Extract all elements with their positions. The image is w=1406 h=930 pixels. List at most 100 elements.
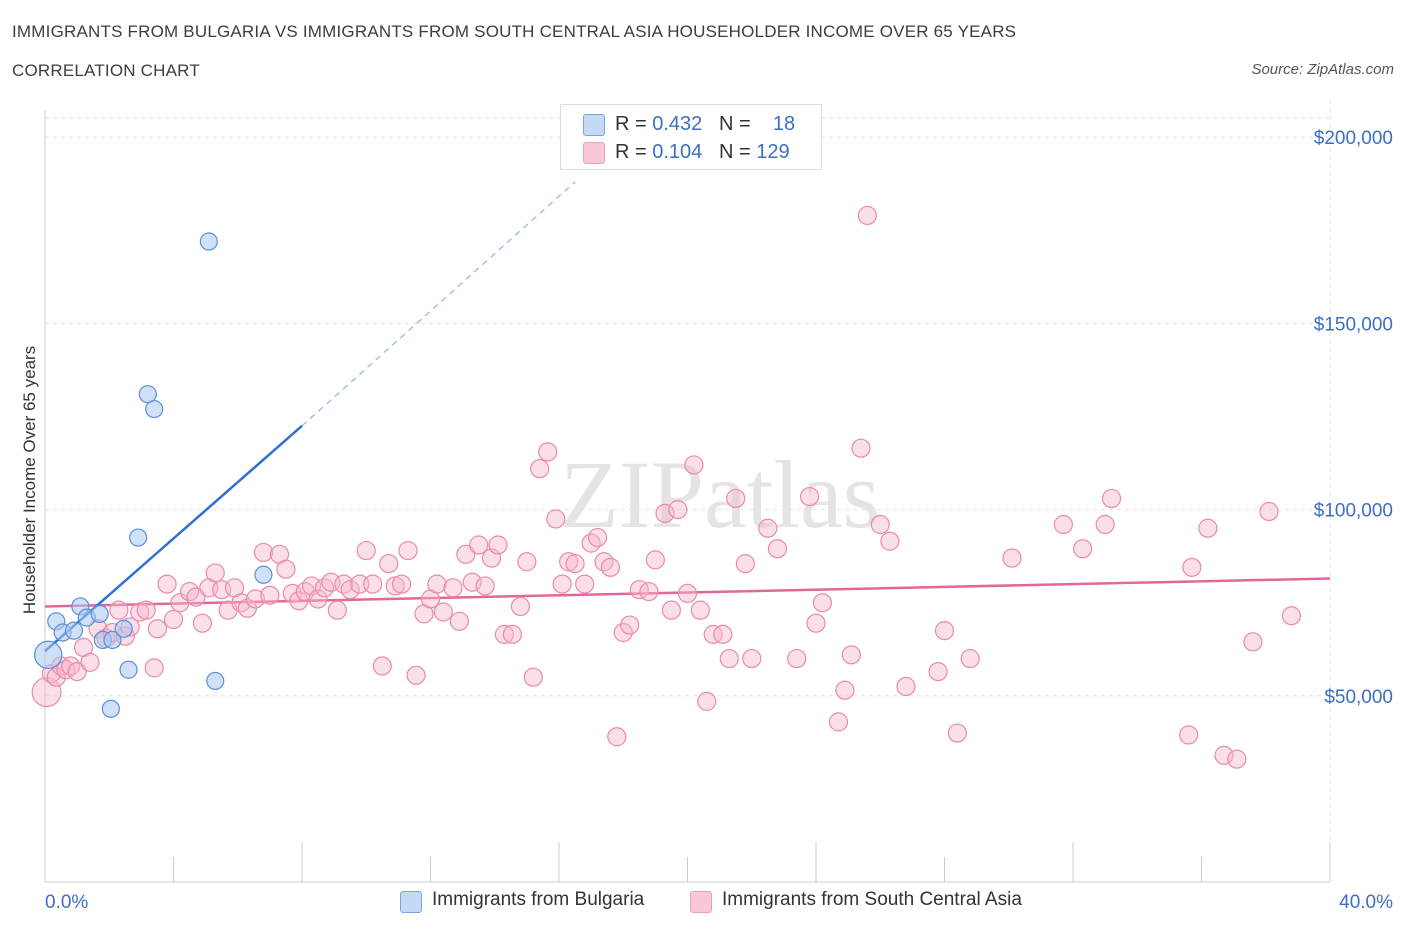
data-point-south-central-asia [600,557,621,577]
data-point-south-central-asia [289,591,309,611]
data-point-south-central-asia [787,648,807,669]
data-point-south-central-asia [109,600,129,620]
data-point-south-central-asia [719,648,739,669]
data-point-south-central-asia [192,613,213,633]
data-point-south-central-asia [655,503,675,523]
data-point-south-central-asia [488,535,508,555]
data-point-south-central-asia [1101,488,1122,509]
x-tick-label: 40.0% [1339,892,1393,913]
data-point-south-central-asia [523,667,543,687]
data-point-south-central-asia [530,459,550,479]
data-point-south-central-asia [742,648,762,669]
data-point-south-central-asia [147,619,168,639]
data-point-south-central-asia [1227,749,1247,769]
data-point-south-central-asia [1182,557,1202,577]
chart-title: IMMIGRANTS FROM BULGARIA VS IMMIGRANTS F… [12,22,1017,41]
data-point-south-central-asia [391,574,412,594]
legend-label-bulgaria: Immigrants from Bulgaria [432,889,645,910]
data-point-south-central-asia [684,455,704,475]
data-point-south-central-asia [356,540,376,561]
data-point-south-central-asia [639,581,659,602]
chart-subtitle: CORRELATION CHART [12,61,200,80]
data-point-south-central-asia [607,727,627,747]
data-point-south-central-asia [1214,745,1234,765]
data-point-south-central-asia [947,723,967,743]
series-bulgaria [34,232,273,718]
data-point-south-central-asia [186,587,206,607]
data-point-south-central-asia [620,615,640,635]
data-point-south-central-asia [475,576,495,596]
data-point-south-central-asia [449,611,470,631]
data-point-south-central-asia [517,552,537,572]
data-point-south-central-asia [645,550,665,570]
data-point-south-central-asia [934,621,955,641]
x-tick-label: 0.0% [45,892,88,913]
y-tick-label: $150,000 [1314,314,1393,335]
data-point-bulgaria [103,630,122,650]
y-tick-label: $200,000 [1314,128,1393,149]
n-label: N = [718,113,757,135]
data-point-bulgaria [206,671,225,691]
data-point-south-central-asia [260,585,280,605]
data-point-south-central-asia [379,554,399,574]
data-point-south-central-asia [661,600,682,620]
data-point-south-central-asia [870,514,890,535]
data-point-south-central-asia [629,580,649,600]
data-point-south-central-asia [398,540,418,561]
data-point-bulgaria [119,660,138,679]
data-point-south-central-asia [443,578,463,598]
data-point-south-central-asia [163,609,184,630]
data-point-south-central-asia [31,677,62,708]
data-point-south-central-asia [144,658,164,678]
data-point-south-central-asia [552,574,572,594]
stats-legend: R = 0.432 N = 18 R = 0.104 N = 129 [560,104,822,170]
sca-swatch [583,142,605,164]
n-value: 18 [772,113,796,135]
data-point-south-central-asia [494,624,514,644]
data-point-south-central-asia [767,539,788,559]
data-point-south-central-asia [538,442,558,462]
data-point-south-central-asia [136,600,156,620]
data-point-south-central-asia [697,691,717,711]
data-point-south-central-asia [46,667,66,687]
data-point-south-central-asia [812,593,833,613]
data-point-south-central-asia [502,624,523,644]
data-point-south-central-asia [456,544,476,564]
data-point-south-central-asia [880,531,900,551]
data-point-south-central-asia [799,486,820,507]
data-point-south-central-asia [1259,501,1279,522]
data-point-bulgaria [114,619,133,638]
data-point-south-central-asia [896,676,916,697]
data-point-south-central-asia [157,574,177,594]
data-point-south-central-asia [835,680,855,700]
sca-legend-swatch [690,891,712,913]
data-point-south-central-asia [841,645,861,665]
data-point-bulgaria [101,699,120,718]
data-point-south-central-asia [67,662,87,682]
data-point-south-central-asia [758,518,778,538]
y-tick-labels: $50,000 $100,000 $150,000 $200,000 [1314,128,1393,708]
data-point-south-central-asia [806,613,826,633]
data-point-south-central-asia [433,602,453,622]
data-point-south-central-asia [575,574,595,594]
data-point-south-central-asia [205,563,225,583]
data-point-bulgaria [64,621,84,640]
data-point-south-central-asia [469,535,489,555]
r-label: R = [615,113,653,135]
data-point-bulgaria [254,565,273,584]
data-point-south-central-asia [130,602,150,622]
r-label: R = [615,141,653,163]
data-point-south-central-asia [1073,539,1093,559]
data-point-south-central-asia [735,554,755,574]
data-point-south-central-asia [713,624,733,644]
data-point-south-central-asia [363,574,383,594]
data-point-south-central-asia [1179,725,1199,745]
trend-line-bulgaria-extension [301,181,576,427]
data-point-south-central-asia [851,438,871,458]
data-point-south-central-asia [308,589,328,609]
data-point-south-central-asia [80,652,100,672]
axes [44,110,1331,883]
bulgaria-legend-swatch [400,891,422,913]
data-point-south-central-asia [587,527,608,548]
